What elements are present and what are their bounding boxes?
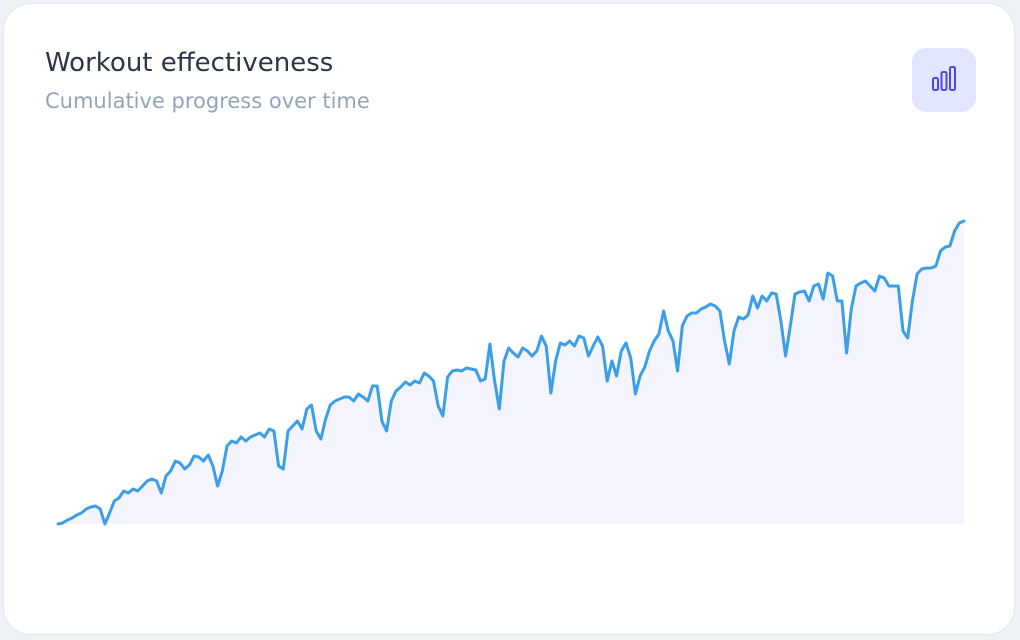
chart-button[interactable] — [912, 48, 976, 112]
card-subtitle: Cumulative progress over time — [45, 89, 370, 113]
line — [56, 219, 966, 526]
area — [58, 221, 964, 524]
card: Workout effectiveness Cumulative progres… — [3, 3, 1015, 635]
chart — [56, 219, 966, 526]
card-title: Workout effectiveness — [45, 48, 334, 78]
chart-icon — [932, 66, 956, 91]
